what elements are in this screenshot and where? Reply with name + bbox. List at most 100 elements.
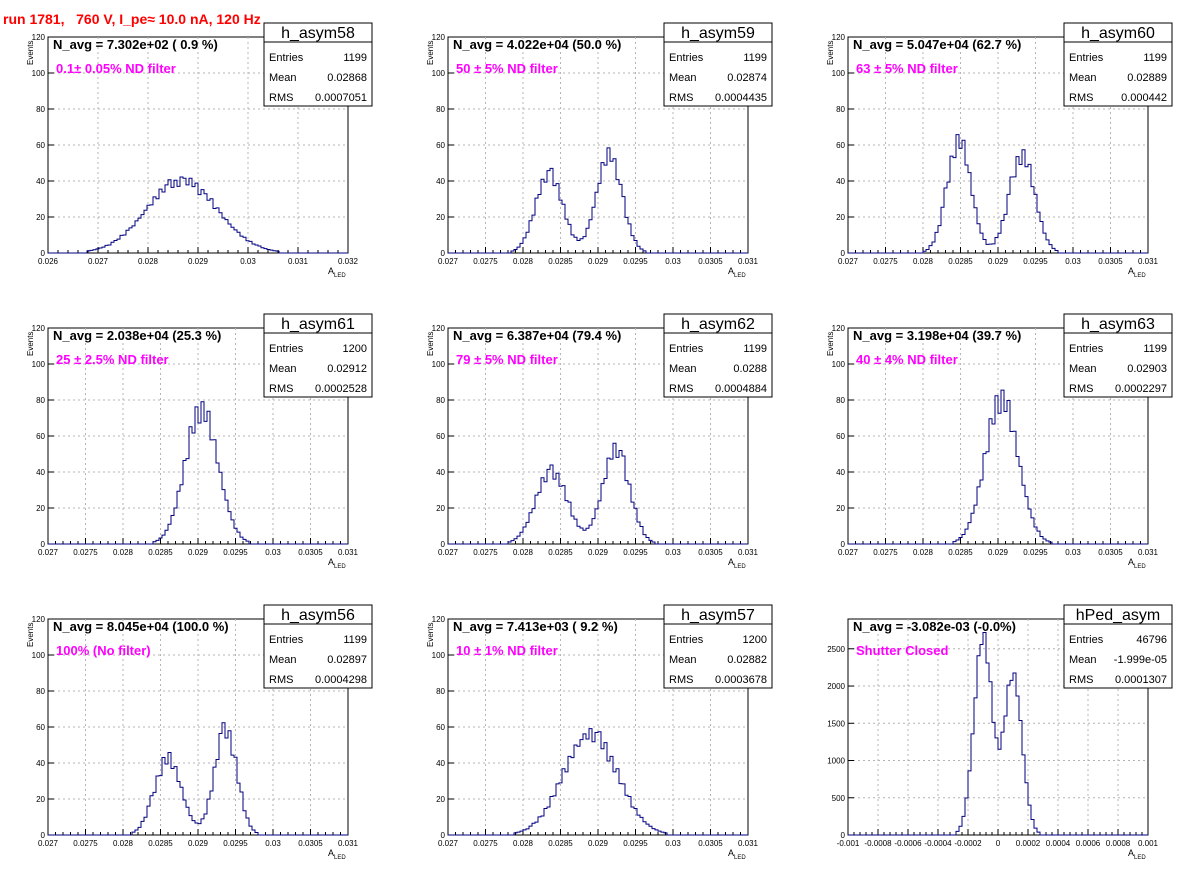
stats-label: RMS [1069,383,1093,395]
x-tick-label: 0.031 [738,548,759,557]
y-axis-label: Events [426,41,435,65]
y-axis-label: Events [26,41,35,65]
stats-value: 0.02897 [327,654,367,666]
x-tick-label: 0.0275 [73,839,98,848]
stats-label: Mean [269,72,297,84]
stats-box [1063,22,1173,107]
x-tick-label: 0.031 [1138,257,1159,266]
x-tick-label: 0.029 [588,257,609,266]
x-tick-label: 0.0285 [548,839,573,848]
x-axis-label: ALED [728,266,746,279]
x-axis-label: ALED [328,557,346,570]
n-avg-text: N_avg = 6.387e+04 (79.4 %) [453,328,621,343]
stats-label: Mean [269,363,297,375]
stats-value: 1199 [743,343,767,355]
x-tick-label: -0.001 [837,839,860,848]
x-tick-label: 0.031 [738,839,759,848]
x-axis-label: ALED [728,848,746,861]
histogram-panel-h_asym62: 0.027 0.0275 0.028 0.0285 0.029 0.0295 0.03 0.0… [426,313,773,570]
stats-value: 46796 [1136,634,1167,646]
y-tick-label: 0 [41,831,46,840]
filter-annotation: 10 ± 1% ND filter [456,643,558,658]
x-tick-label: 0.0305 [298,839,323,848]
stats-value: 1199 [343,634,367,646]
y-tick-label: 60 [36,141,45,150]
stats-value: 0.0004884 [715,383,767,395]
x-tick-label: 0.0295 [623,257,648,266]
x-tick-label: 0.0275 [873,548,898,557]
x-tick-label: -0.0006 [894,839,922,848]
stats-value: 0.02874 [727,72,767,84]
y-axis-label: Events [426,623,435,647]
x-tick-label: 0.0006 [1076,839,1101,848]
y-tick-label: 40 [36,177,45,186]
y-tick-label: 120 [432,615,446,624]
stats-label: RMS [1069,674,1093,686]
n-avg-text: N_avg = -3.082e-03 (-0.0%) [853,619,1016,634]
y-tick-label: 40 [436,468,445,477]
x-tick-label: 0.0285 [548,548,573,557]
x-axis-label-sub: LED [334,273,346,279]
x-tick-label: 0.026 [38,257,59,266]
histogram-name: h_asym59 [681,25,755,42]
x-tick-label: 0.0305 [698,839,723,848]
stats-value: -1.999e-05 [1114,654,1167,666]
y-tick-label: 40 [436,759,445,768]
filter-annotation: Shutter Closed [856,643,949,658]
y-tick-label: 60 [836,141,845,150]
x-tick-label: 0.029 [988,257,1009,266]
stats-label: RMS [269,92,293,104]
stats-value: 1200 [343,343,367,355]
x-tick-label: 0.0275 [473,548,498,557]
x-tick-label: 0.03 [240,257,256,266]
filter-annotation: 79 ± 5% ND filter [456,352,558,367]
histogram-trace [48,722,348,836]
y-tick-label: 80 [436,105,445,114]
y-tick-label: 20 [836,213,845,222]
stats-value: 0.000442 [1121,92,1167,104]
histogram-name: h_asym60 [1081,25,1155,42]
stats-box [1063,604,1173,689]
histogram-panel-h_asym63: 0.027 0.0275 0.028 0.0285 0.029 0.0295 0.03 0.0… [826,313,1173,570]
x-tick-label: 0.027 [38,548,59,557]
x-axis-label-sub: LED [1134,564,1146,570]
x-tick-label: 0.029 [188,548,209,557]
x-tick-label: 0.0305 [1098,548,1123,557]
x-axis-label: ALED [328,848,346,861]
y-tick-label: 1000 [827,757,845,766]
x-tick-label: 0.0275 [473,839,498,848]
y-axis-label: Events [826,332,835,356]
x-axis-label-sub: LED [1134,273,1146,279]
y-tick-label: 60 [36,432,45,441]
stats-value: 1200 [743,634,767,646]
x-tick-label: -0.0004 [924,839,952,848]
histogram-trace [448,147,748,254]
stats-label: RMS [269,674,293,686]
filter-annotation: 0.1± 0.05% ND filter [56,61,176,76]
y-tick-label: 100 [432,360,446,369]
filter-annotation: 100% (No filter) [56,643,151,658]
x-tick-label: 0.029 [188,839,209,848]
y-tick-label: 80 [36,687,45,696]
stats-label: Entries [669,343,704,355]
x-tick-label: 0.028 [913,257,934,266]
stats-value: 0.0004298 [315,674,367,686]
x-tick-label: 0.0295 [1023,548,1048,557]
histogram-panel-h_asym60: 0.027 0.0275 0.028 0.0285 0.029 0.0295 0.03 0.0… [826,22,1173,279]
x-tick-label: 0.0008 [1106,839,1131,848]
histogram-trace [448,442,748,545]
x-tick-label: -0.0002 [954,839,982,848]
x-tick-label: 0.027 [438,257,459,266]
stats-label: Entries [269,343,304,355]
y-tick-label: 2000 [827,682,845,691]
histogram-panel-h_asym57: 0.027 0.0275 0.028 0.0285 0.029 0.0295 0.03 0.0… [426,604,773,861]
y-axis-label: Events [26,623,35,647]
stats-box [663,22,773,107]
y-tick-label: 20 [36,795,45,804]
x-tick-label: 0.0285 [948,257,973,266]
stats-label: RMS [669,674,693,686]
stats-label: Entries [269,634,304,646]
y-tick-label: 120 [32,33,46,42]
stats-value: 0.02868 [327,72,367,84]
